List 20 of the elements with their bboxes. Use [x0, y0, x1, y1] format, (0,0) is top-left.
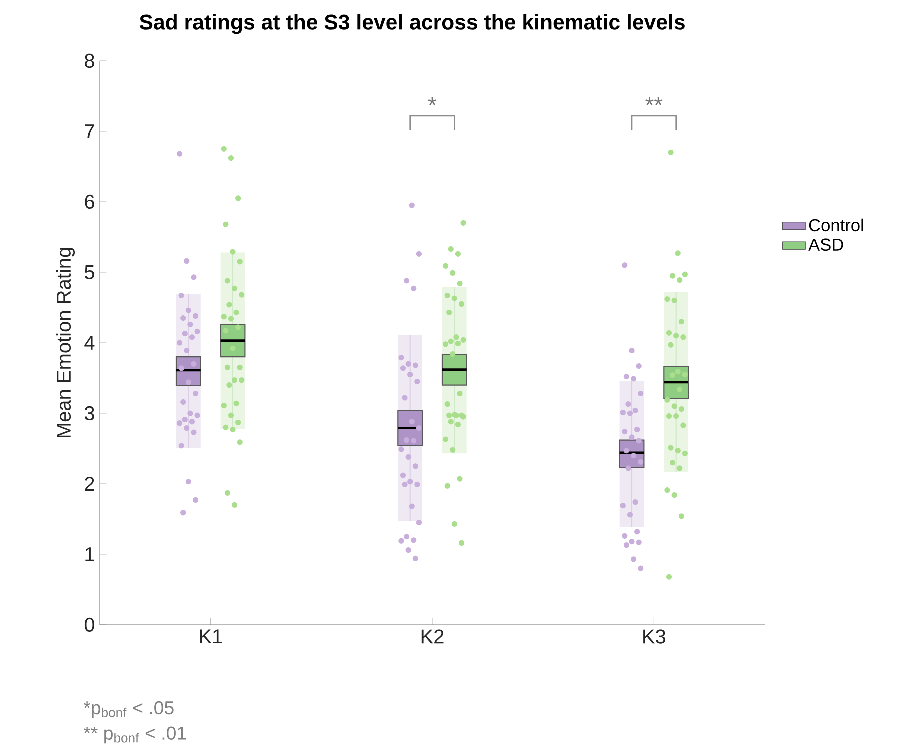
annotation: * — [428, 97, 437, 106]
y-tick-label: 6 — [85, 194, 94, 210]
text: ** p$_{bonf}$ < .01 — [84, 726, 186, 744]
legend-label: Control — [809, 218, 864, 232]
x-tick-label: K3 — [644, 630, 666, 644]
chart-title: Sad ratings at the S3 level across the kinematic levels — [140, 14, 685, 34]
y-tick-label: 7 — [85, 124, 94, 138]
legend-label: ASD — [808, 238, 844, 252]
y-tick-label: 0 — [84, 618, 95, 632]
x-tick-label: K1 — [200, 630, 222, 644]
x-tick-label: K2 — [422, 630, 444, 644]
y-tick-label: 3 — [84, 406, 94, 421]
y-tick-label: 2 — [85, 477, 94, 491]
y-tick-label: 1 — [86, 548, 94, 562]
y-axis-title: Mean Emotion Rating — [56, 248, 76, 438]
y-tick-label: 4 — [84, 336, 95, 350]
annotation: ** — [646, 97, 663, 106]
y-tick-label: 5 — [84, 266, 94, 280]
y-tick-label: 8 — [85, 54, 94, 68]
text: *p$_{bonf}$ < .05 — [84, 701, 174, 718]
